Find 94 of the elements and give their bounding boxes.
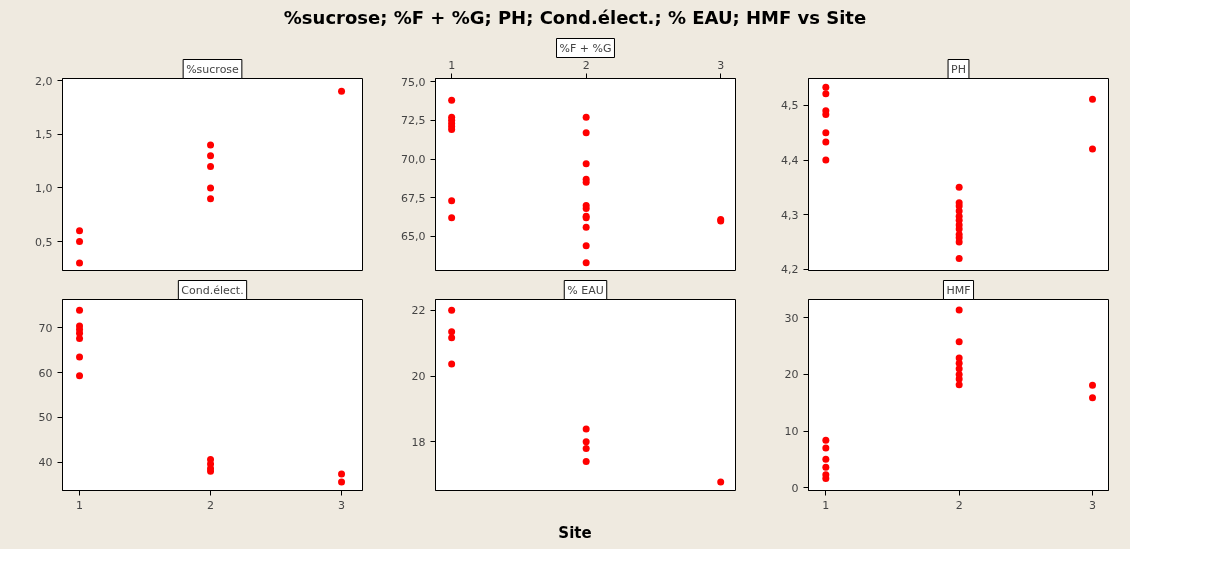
point <box>76 259 84 267</box>
y-tick-label: 50 <box>38 411 53 425</box>
point <box>822 444 830 452</box>
point <box>955 365 963 373</box>
y-tick-label: 0 <box>791 481 799 495</box>
y-tick-label: 72,5 <box>401 114 426 128</box>
chart-title: %sucrose <box>186 62 240 76</box>
point <box>448 96 456 104</box>
point <box>822 128 830 136</box>
point <box>955 306 963 314</box>
point <box>448 306 456 314</box>
point <box>955 254 963 262</box>
y-tick-label: 65,0 <box>401 230 426 244</box>
point <box>582 444 590 452</box>
y-tick-label: 70,0 <box>401 152 426 166</box>
y-tick-label: 10 <box>784 424 799 438</box>
point <box>76 306 84 314</box>
y-tick-label: 18 <box>411 435 426 449</box>
y-tick-label: 20 <box>411 369 426 383</box>
chart-title: %F + %G <box>559 41 612 55</box>
point <box>955 183 963 191</box>
point <box>822 138 830 146</box>
text: %sucrose; %F + %G; PH; Cond.élect.; % EAU; HMF vs Site <box>283 6 867 30</box>
point <box>822 436 830 444</box>
y-tick-label: 40 <box>38 455 53 469</box>
y-tick-label: 70 <box>38 321 53 335</box>
y-tick-label: 4,3 <box>781 208 799 222</box>
point <box>448 333 456 341</box>
y-tick-label: 1,0 <box>35 181 53 195</box>
point <box>822 455 830 463</box>
point <box>76 237 84 245</box>
point <box>955 238 963 246</box>
y-tick-label: 0,5 <box>35 235 53 249</box>
point <box>1089 95 1096 103</box>
x-tick-label: 2 <box>207 498 215 512</box>
x-tick-label: 3 <box>717 58 725 72</box>
y-tick-label: 60 <box>38 366 53 380</box>
x-tick-label: 2 <box>582 58 590 72</box>
point <box>76 353 84 361</box>
y-tick-label: 75,0 <box>401 75 426 89</box>
point <box>76 371 84 379</box>
point <box>822 90 830 98</box>
point <box>582 438 590 446</box>
point <box>448 360 456 368</box>
point <box>955 337 963 345</box>
y-tick-label: 67,5 <box>401 191 426 205</box>
y-tick-label: 22 <box>411 304 426 318</box>
point <box>822 156 830 164</box>
point <box>338 87 346 95</box>
y-tick-label: 4,2 <box>781 263 799 277</box>
point <box>955 359 963 367</box>
point <box>207 194 215 202</box>
point <box>207 151 215 159</box>
point <box>207 184 215 192</box>
point <box>207 141 215 149</box>
point <box>1089 145 1096 153</box>
point <box>822 463 830 471</box>
point <box>582 258 590 266</box>
point <box>1089 381 1096 389</box>
point <box>338 478 346 486</box>
point <box>582 457 590 465</box>
point <box>582 159 590 167</box>
x-tick-label: 1 <box>822 498 830 512</box>
x-tick-label: 3 <box>1089 498 1096 512</box>
point <box>76 227 84 235</box>
x-tick-label: 2 <box>955 498 963 512</box>
y-tick-label: 20 <box>784 368 799 382</box>
point <box>582 128 590 136</box>
point <box>338 470 346 478</box>
point <box>582 113 590 121</box>
point <box>448 197 456 205</box>
chart-title: HMF <box>946 283 971 297</box>
point <box>448 327 456 335</box>
x-tick-label: 1 <box>448 58 456 72</box>
x-tick-label: 1 <box>76 498 84 512</box>
chart-title: % EAU <box>567 283 604 297</box>
x-tick-label: 3 <box>338 498 346 512</box>
y-tick-label: 1,5 <box>35 127 53 141</box>
point <box>822 83 830 91</box>
point <box>207 162 215 170</box>
x-axis-title: Site <box>558 522 592 544</box>
point <box>955 207 963 215</box>
point <box>582 241 590 249</box>
point <box>717 478 725 486</box>
y-tick-label: 2,0 <box>35 74 53 88</box>
chart-title: Cond.élect. <box>181 283 244 297</box>
y-tick-label: 4,4 <box>781 153 799 167</box>
point <box>448 214 456 222</box>
point <box>1089 393 1096 401</box>
y-tick-label: 30 <box>784 311 799 325</box>
chart-title: PH <box>951 62 966 76</box>
point <box>582 223 590 231</box>
y-tick-label: 4,5 <box>781 99 799 113</box>
point <box>582 425 590 433</box>
